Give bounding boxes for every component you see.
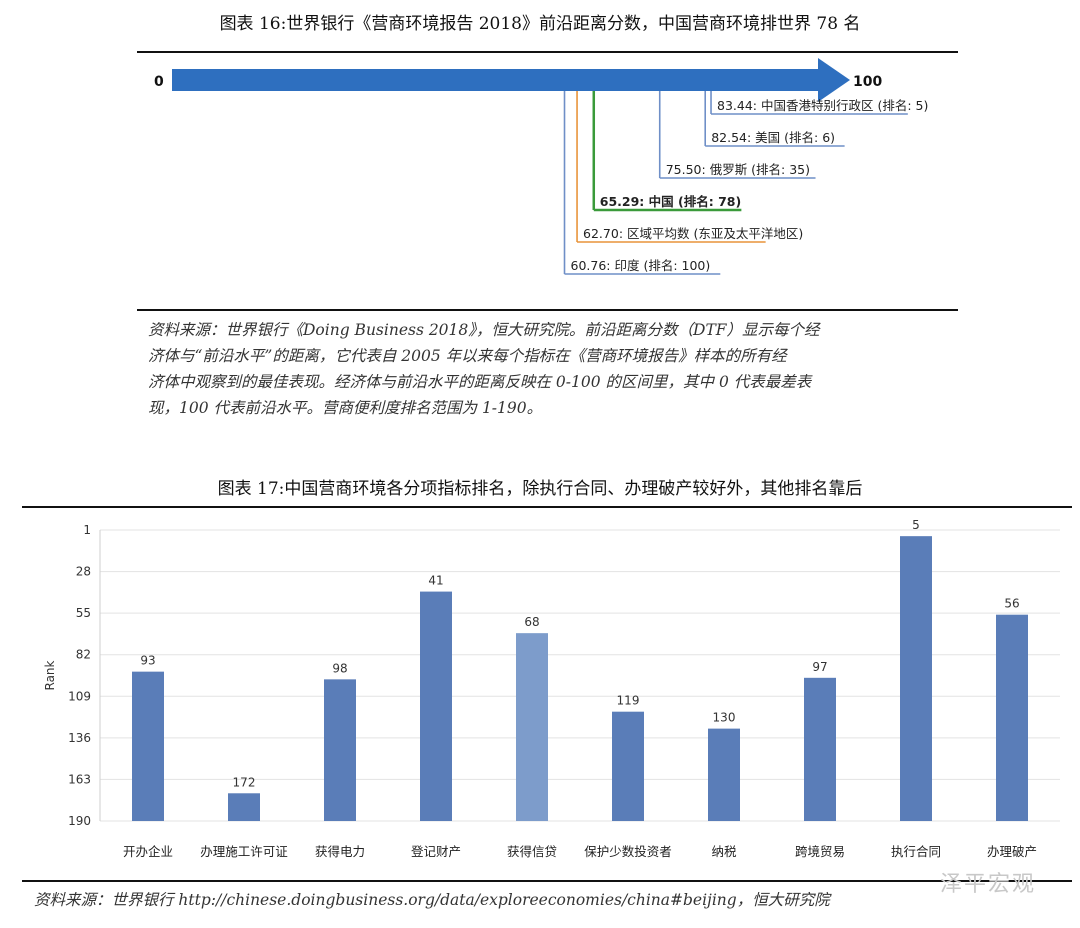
bar [612,711,644,821]
x-category-label: 执行合同 [891,844,941,859]
bar-value-label: 56 [1004,597,1019,611]
x-category-label: 获得信贷 [507,844,557,859]
watermark: 泽平宏观 [940,872,1037,897]
bar [228,793,260,821]
scale-start-label: 0 [154,74,164,90]
dtf-label: 75.50: 俄罗斯 (排名: 35) [666,162,810,177]
bar-value-label: 5 [912,518,920,532]
x-category-label: 纳税 [711,844,737,859]
x-category-label: 办理施工许可证 [200,844,288,859]
scale-arrow-shaft [172,69,818,91]
bar [900,536,932,821]
x-category-label: 跨境贸易 [795,844,845,859]
bar-value-label: 97 [812,660,827,674]
bar [804,677,836,821]
rank-bar-chart: 1 28 55 82 109 136 163 190 Rank 93 开办企业 172 办理施工许可证… [43,518,1060,859]
x-category-label: 办理破产 [987,844,1037,859]
bar-value-label: 93 [140,654,155,668]
y-tick-label: 190 [68,814,91,828]
dtf-label: 62.70: 区域平均数 (东亚及太平洋地区) [583,226,803,241]
bar [132,671,164,821]
source-line: 资料来源：世界银行《Doing Business 2018》，恒大研究院。前沿距… [148,321,820,339]
x-category-label: 保护少数投资者 [584,844,672,859]
dtf-scale-diagram: 0 100 83.44: 中国香港特别行政区 (排名: 5) 82.54: 美国 (… [154,58,928,275]
source-line: 现，100 代表前沿水平。营商便利度排名范围为 1-190。 [148,399,543,417]
figure17-title: 图表 17:中国营商环境各分项指标排名，除执行合同、办理破产较好外，其他排名靠后 [217,479,863,499]
bar [420,591,452,821]
y-tick-label: 1 [83,523,91,537]
scale-end-label: 100 [853,74,882,90]
bar-value-label: 119 [617,694,640,708]
figure16-top-rule [137,51,958,53]
y-tick-label: 163 [68,772,91,786]
bar [708,728,740,821]
bar-value-label: 172 [233,775,256,789]
bar-value-label: 98 [332,661,347,675]
y-tick-label: 109 [68,689,91,703]
y-tick-label: 28 [76,565,91,579]
y-axis-label: Rank [43,660,57,690]
bar [996,614,1028,821]
dtf-label: 60.76: 印度 (排名: 100) [571,258,711,273]
y-tick-label: 82 [76,648,91,662]
bar [324,679,356,821]
bar-value-label: 130 [713,711,736,725]
scale-arrow-head [818,58,850,102]
x-category-label: 登记财产 [411,844,461,859]
figure17-top-rule [22,506,1072,508]
figure16-bottom-rule [137,309,958,311]
figure16-title: 图表 16:世界银行《营商环境报告 2018》前沿距离分数，中国营商环境排世界 … [219,14,861,34]
x-category-label: 开办企业 [123,844,173,859]
source-line: 济体中观察到的最佳表现。经济体与前沿水平的距离反映在 0-100 的区间里，其中… [148,373,812,391]
dtf-label: 65.29: 中国 (排名: 78) [600,194,741,209]
dtf-label: 82.54: 美国 (排名: 6) [711,130,835,145]
bar-value-label: 68 [524,615,539,629]
y-tick-label: 136 [68,731,91,745]
figure17-bottom-rule [22,880,1072,882]
bar-value-label: 41 [428,574,443,588]
y-tick-label: 55 [76,606,91,620]
bar [516,633,548,821]
figure17-source: 资料来源：世界银行 http://chinese.doingbusiness.o… [34,891,830,909]
dtf-label: 83.44: 中国香港特别行政区 (排名: 5) [717,98,928,113]
figure16-source-note: 资料来源：世界银行《Doing Business 2018》，恒大研究院。前沿距… [148,317,953,421]
x-category-label: 获得电力 [315,844,365,859]
source-line: 济体与“前沿水平”的距离，它代表自 2005 年以来每个指标在《营商环境报告》样… [148,347,787,365]
